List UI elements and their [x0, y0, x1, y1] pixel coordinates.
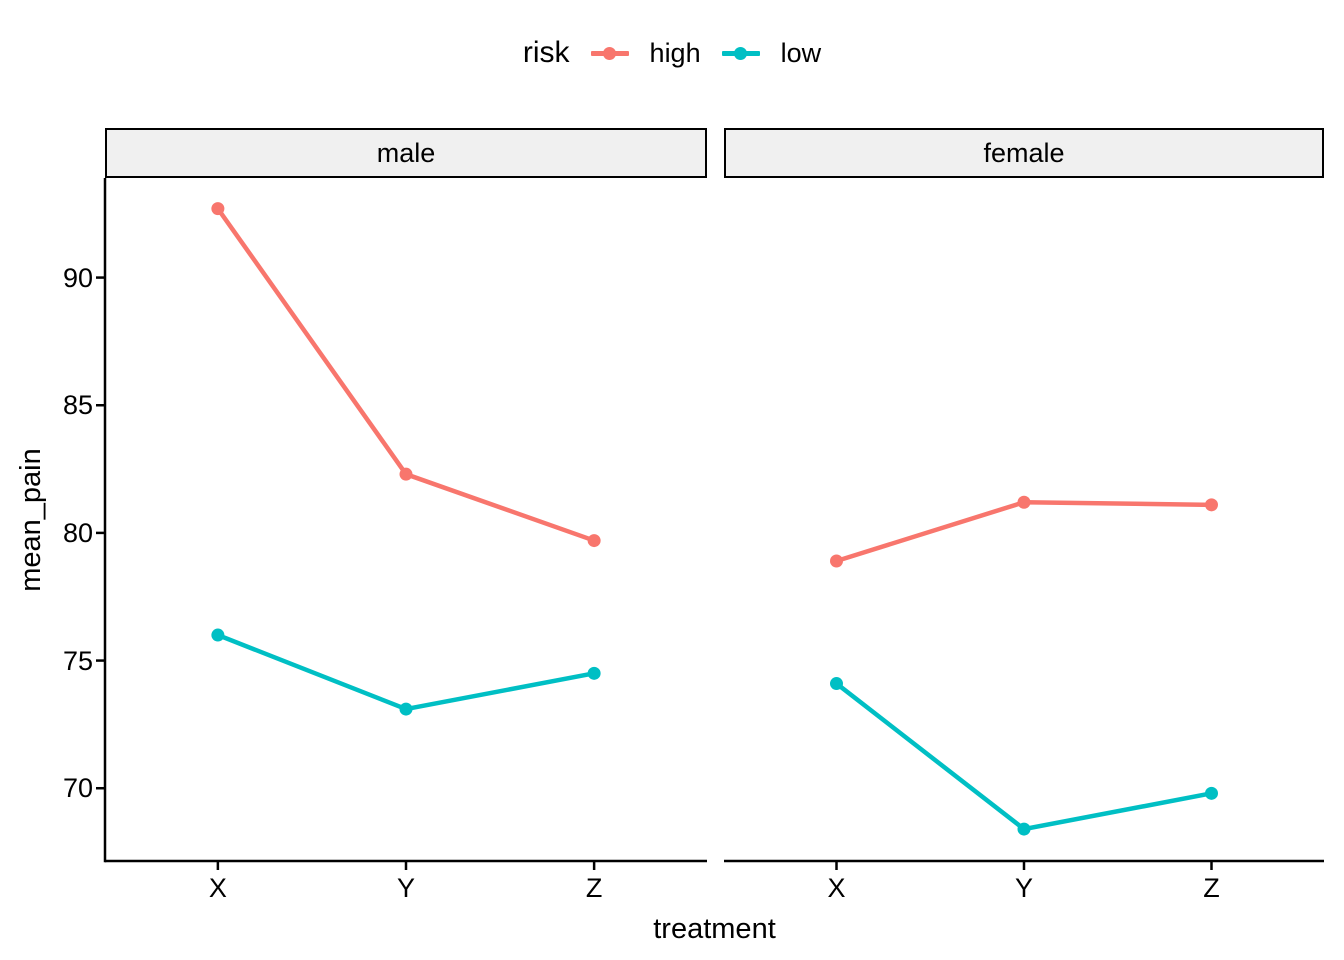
- x-tick-label-male-Z: Z: [585, 873, 603, 903]
- y-tick-label: 90: [62, 262, 93, 293]
- legend-label-low: low: [780, 37, 822, 68]
- legend-label-high: high: [649, 37, 701, 68]
- legend: risk high low: [0, 33, 1344, 73]
- series-line-high-male: [216, 207, 595, 543]
- x-tick-label-male-X: X: [208, 873, 227, 903]
- series-line-high-female: [835, 500, 1212, 564]
- data-point-low-male-Y: [399, 702, 413, 716]
- x-tick-label-female-Z: Z: [1203, 873, 1220, 903]
- facet-strip-female: female: [724, 128, 1324, 178]
- data-point-high-female-Y: [1017, 495, 1031, 509]
- data-point-high-male-X: [211, 202, 225, 216]
- x-tick-label-female-Y: Y: [1014, 873, 1033, 903]
- y-tick-label: 70: [62, 773, 93, 804]
- y-tick-label: 80: [62, 517, 93, 548]
- legend-key-high-icon: [590, 45, 629, 61]
- data-point-high-male-Y: [399, 467, 413, 481]
- data-point-high-male-Z: [587, 534, 601, 548]
- point-glyph-icon: [734, 46, 748, 60]
- y-tick-label: 75: [62, 645, 93, 676]
- legend-item-high: high: [590, 37, 701, 69]
- point-glyph-icon: [603, 46, 617, 60]
- legend-key-low-icon: [721, 45, 760, 61]
- facet-strip-male: male: [105, 128, 707, 178]
- y-tick-label: 85: [62, 390, 93, 421]
- data-point-low-male-Z: [587, 666, 601, 680]
- data-point-high-female-X: [830, 554, 843, 568]
- data-point-high-female-Z: [1205, 498, 1218, 512]
- x-tick-label-female-X: X: [827, 873, 846, 903]
- series-line-low-female: [835, 681, 1212, 832]
- legend-item-low: low: [721, 37, 822, 69]
- data-point-low-male-X: [211, 628, 225, 642]
- x-tick-label-male-Y: Y: [396, 873, 415, 903]
- series-line-low-male: [217, 632, 595, 712]
- data-point-low-female-Y: [1017, 822, 1031, 836]
- data-point-low-female-X: [830, 677, 843, 691]
- x-axis-title: treatment: [653, 913, 776, 945]
- data-point-low-female-Z: [1205, 786, 1218, 800]
- legend-title: risk: [522, 36, 570, 69]
